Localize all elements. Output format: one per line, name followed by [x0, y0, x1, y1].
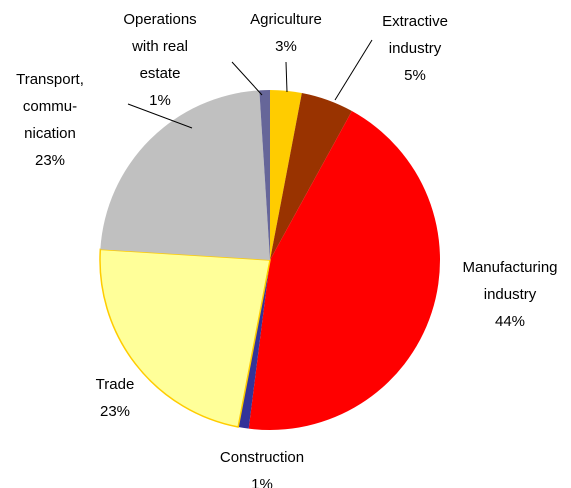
value-label: 1%	[149, 92, 171, 109]
slice-label: Operations with real estate	[123, 11, 196, 82]
slice-label: Trade	[96, 376, 135, 393]
value-label: 23%	[100, 403, 130, 420]
pie-slice	[259, 90, 270, 260]
pie-slice	[270, 93, 352, 260]
pie-slice	[248, 111, 440, 430]
value-label: 1%	[251, 476, 273, 488]
pie-slice	[100, 90, 271, 261]
leader-line	[231, 61, 263, 96]
slice-label: Agriculture	[250, 11, 322, 28]
value-label: 3%	[275, 38, 297, 55]
value-label: 23%	[35, 152, 65, 169]
leader-line	[285, 61, 288, 93]
pie-slice	[99, 248, 271, 428]
leader-line	[127, 103, 193, 129]
slice-label: Extractive industry	[382, 13, 448, 57]
slice-label: Construction	[220, 449, 304, 466]
value-label: 44%	[495, 313, 525, 330]
value-label: 5%	[404, 67, 426, 84]
slice-label: Transport, commu-nication	[16, 71, 84, 142]
leader-line	[334, 39, 373, 101]
pie-slice	[270, 90, 302, 260]
slice-label: Manufacturing industry	[462, 259, 557, 303]
